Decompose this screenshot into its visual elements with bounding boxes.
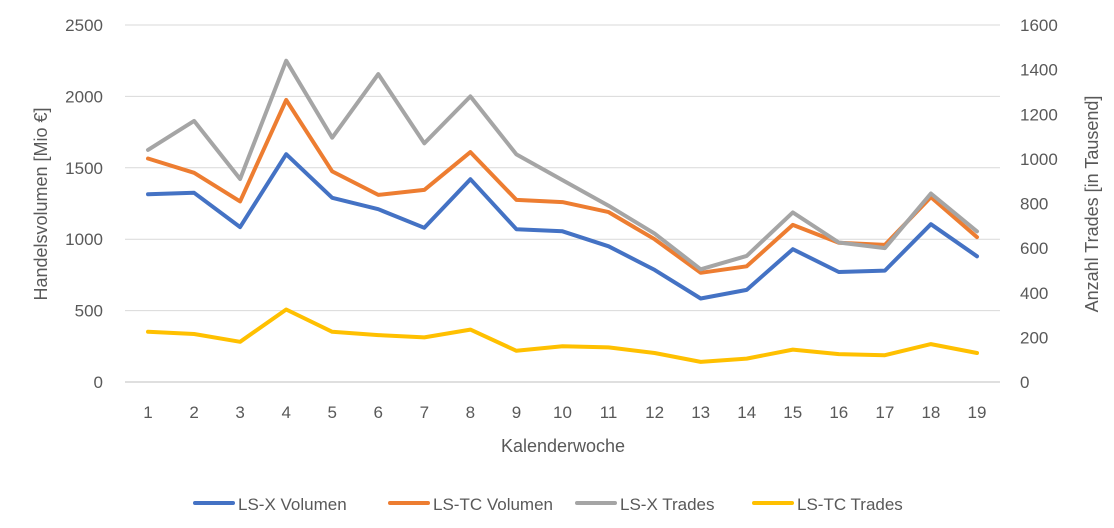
x-tick-label: 14 [737,403,756,422]
x-tick-label: 11 [600,403,618,422]
y2-tick-label: 600 [1020,239,1048,258]
series-line-ls-x-volumen [146,152,979,301]
y-tick-label: 2500 [65,16,103,35]
legend-item-ls-tc-trades: LS-TC Trades [752,495,903,514]
y2-tick-label: 1600 [1020,16,1058,35]
x-tick-label: 8 [466,403,475,422]
x-tick-label: 18 [921,403,940,422]
x-tick-label: 13 [691,403,710,422]
x-tick-label: 10 [553,403,572,422]
x-tick-label: 1 [143,403,152,422]
legend-label: LS-TC Trades [797,495,903,514]
y-tick-label: 0 [94,373,103,392]
y2-axis-title: Anzahl Trades [in Tausend] [1082,96,1102,313]
x-tick-label: 6 [374,403,383,422]
x-axis-ticks: 1 2 3 4 5 6 7 8 9 10 11 12 13 14 15 16 17 18 19 [143,403,986,422]
y-tick-label: 500 [75,302,103,321]
y2-tick-label: 1000 [1020,150,1058,169]
legend-label: LS-X Volumen [238,495,347,514]
x-tick-label: 16 [829,403,848,422]
legend-label: LS-X Trades [620,495,715,514]
y-tick-label: 1000 [65,230,103,249]
series-line-ls-tc-trades [146,307,979,364]
y2-tick-label: 400 [1020,284,1048,303]
y-tick-label: 1500 [65,159,103,178]
x-tick-label: 2 [189,403,198,422]
legend-item-ls-x-volumen: LS-X Volumen [193,495,347,514]
legend-item-ls-x-trades: LS-X Trades [575,495,715,514]
x-tick-label: 9 [512,403,521,422]
x-tick-label: 7 [420,403,429,422]
y2-tick-label: 200 [1020,328,1048,347]
y2-tick-label: 800 [1020,195,1048,214]
x-tick-label: 3 [235,403,244,422]
x-tick-label: 5 [328,403,337,422]
series-line-ls-x-trades [146,58,979,272]
x-tick-label: 12 [645,403,664,422]
x-tick-label: 15 [783,403,802,422]
y-tick-label: 2000 [65,87,103,106]
y-axis-ticks: 0 500 1000 1500 2000 2500 [65,16,103,392]
x-axis-title: Kalenderwoche [501,436,625,456]
x-tick-label: 19 [968,403,987,422]
y2-tick-label: 1200 [1020,105,1058,124]
series-lines [146,58,979,364]
x-tick-label: 17 [875,403,894,422]
y2-tick-label: 1400 [1020,61,1058,80]
x-tick-label: 4 [281,403,290,422]
y2-axis-ticks: 0 200 400 600 800 1000 1200 1400 1600 [1020,16,1058,392]
legend: LS-X Volumen LS-TC Volumen LS-X Trades LS-T… [193,495,903,514]
series-line-ls-tc-volumen [146,98,979,275]
y2-tick-label: 0 [1020,373,1029,392]
legend-label: LS-TC Volumen [433,495,553,514]
y-axis-title: Handelsvolumen [Mio €] [31,107,51,300]
legend-item-ls-tc-volumen: LS-TC Volumen [388,495,553,514]
